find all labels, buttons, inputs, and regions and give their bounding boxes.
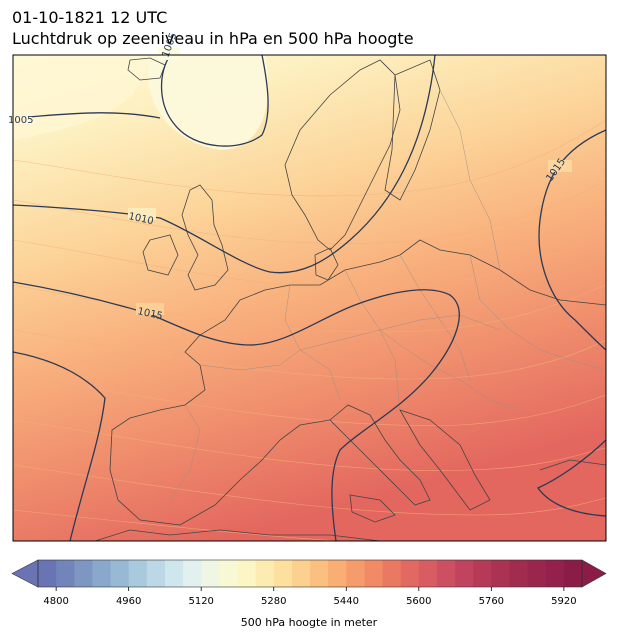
colorbar-segments (38, 560, 583, 587)
map-title: Luchtdruk op zeeniveau in hPa en 500 hPa… (12, 29, 414, 48)
map-datetime: 01-10-1821 12 UTC (12, 8, 168, 27)
colorbar-segment (400, 560, 420, 587)
colorbar-segment (491, 560, 510, 587)
colorbar-tick-label: 5920 (551, 596, 576, 607)
colorbar-segment (110, 560, 130, 587)
colorbar-extend-max (581, 559, 607, 588)
isobar-1005-north (160, 55, 269, 147)
colorbar: 4800 4960 5120 5280 5440 5600 5760 5920 500 hPa… (11, 559, 607, 629)
map-frame (12, 54, 607, 542)
colorbar-ticks: 4800 4960 5120 5280 5440 5600 5760 5920 (43, 587, 577, 607)
isobar-label: 1005 (8, 115, 33, 126)
colorbar-segment (418, 560, 438, 587)
country-borders (169, 89, 606, 501)
coastlines (94, 57, 606, 541)
colorbar-tick-label: 5120 (188, 596, 213, 607)
colorbar-segment (164, 560, 184, 587)
colorbar-tick-label: 5280 (261, 596, 286, 607)
colorbar-segment (92, 560, 111, 587)
colorbar-tick-label: 5600 (406, 596, 431, 607)
colorbar-tick-label: 4800 (43, 596, 68, 607)
colorbar-segment (291, 560, 311, 587)
isobar-label: 1010 (127, 211, 154, 227)
colorbar-segment (146, 560, 166, 587)
colorbar-segment (509, 560, 528, 587)
colorbar-segment (273, 560, 293, 587)
colorbar-segment (364, 560, 383, 587)
isobar-label: 1015 (136, 306, 163, 322)
geopotential-field (13, 55, 606, 541)
colorbar-segment (183, 560, 202, 587)
colorbar-segment (545, 560, 565, 587)
colorbar-segment (38, 560, 57, 587)
colorbar-segment (346, 560, 365, 587)
colorbar-segment (219, 560, 238, 587)
colorbar-segment (56, 560, 75, 587)
colorbar-label: 500 hPa hoogte in meter (241, 616, 378, 629)
colorbar-segment (128, 560, 148, 587)
colorbar-segment (382, 560, 402, 587)
colorbar-segment (455, 560, 474, 587)
colorbar-segment (328, 560, 347, 587)
colorbar-segment (563, 560, 583, 587)
isobar-1010 (13, 55, 436, 274)
colorbar-segment (237, 560, 256, 587)
colorbar-segment (201, 560, 220, 587)
colorbar-segment (310, 560, 329, 587)
colorbar-frame (37, 559, 583, 588)
colorbar-tick-label: 5440 (334, 596, 359, 607)
colorbar-tick-label: 5760 (479, 596, 504, 607)
colorbar-segment (436, 560, 456, 587)
isobar-1020-west (13, 351, 106, 541)
isobar-1020-southeast (537, 439, 606, 517)
colorbar-extend-min (11, 559, 39, 588)
colorbar-segment (527, 560, 547, 587)
colorbar-segment (473, 560, 492, 587)
colorbar-segment (74, 560, 93, 587)
colorbar-tick-label: 4960 (116, 596, 141, 607)
colorbar-segment (255, 560, 275, 587)
